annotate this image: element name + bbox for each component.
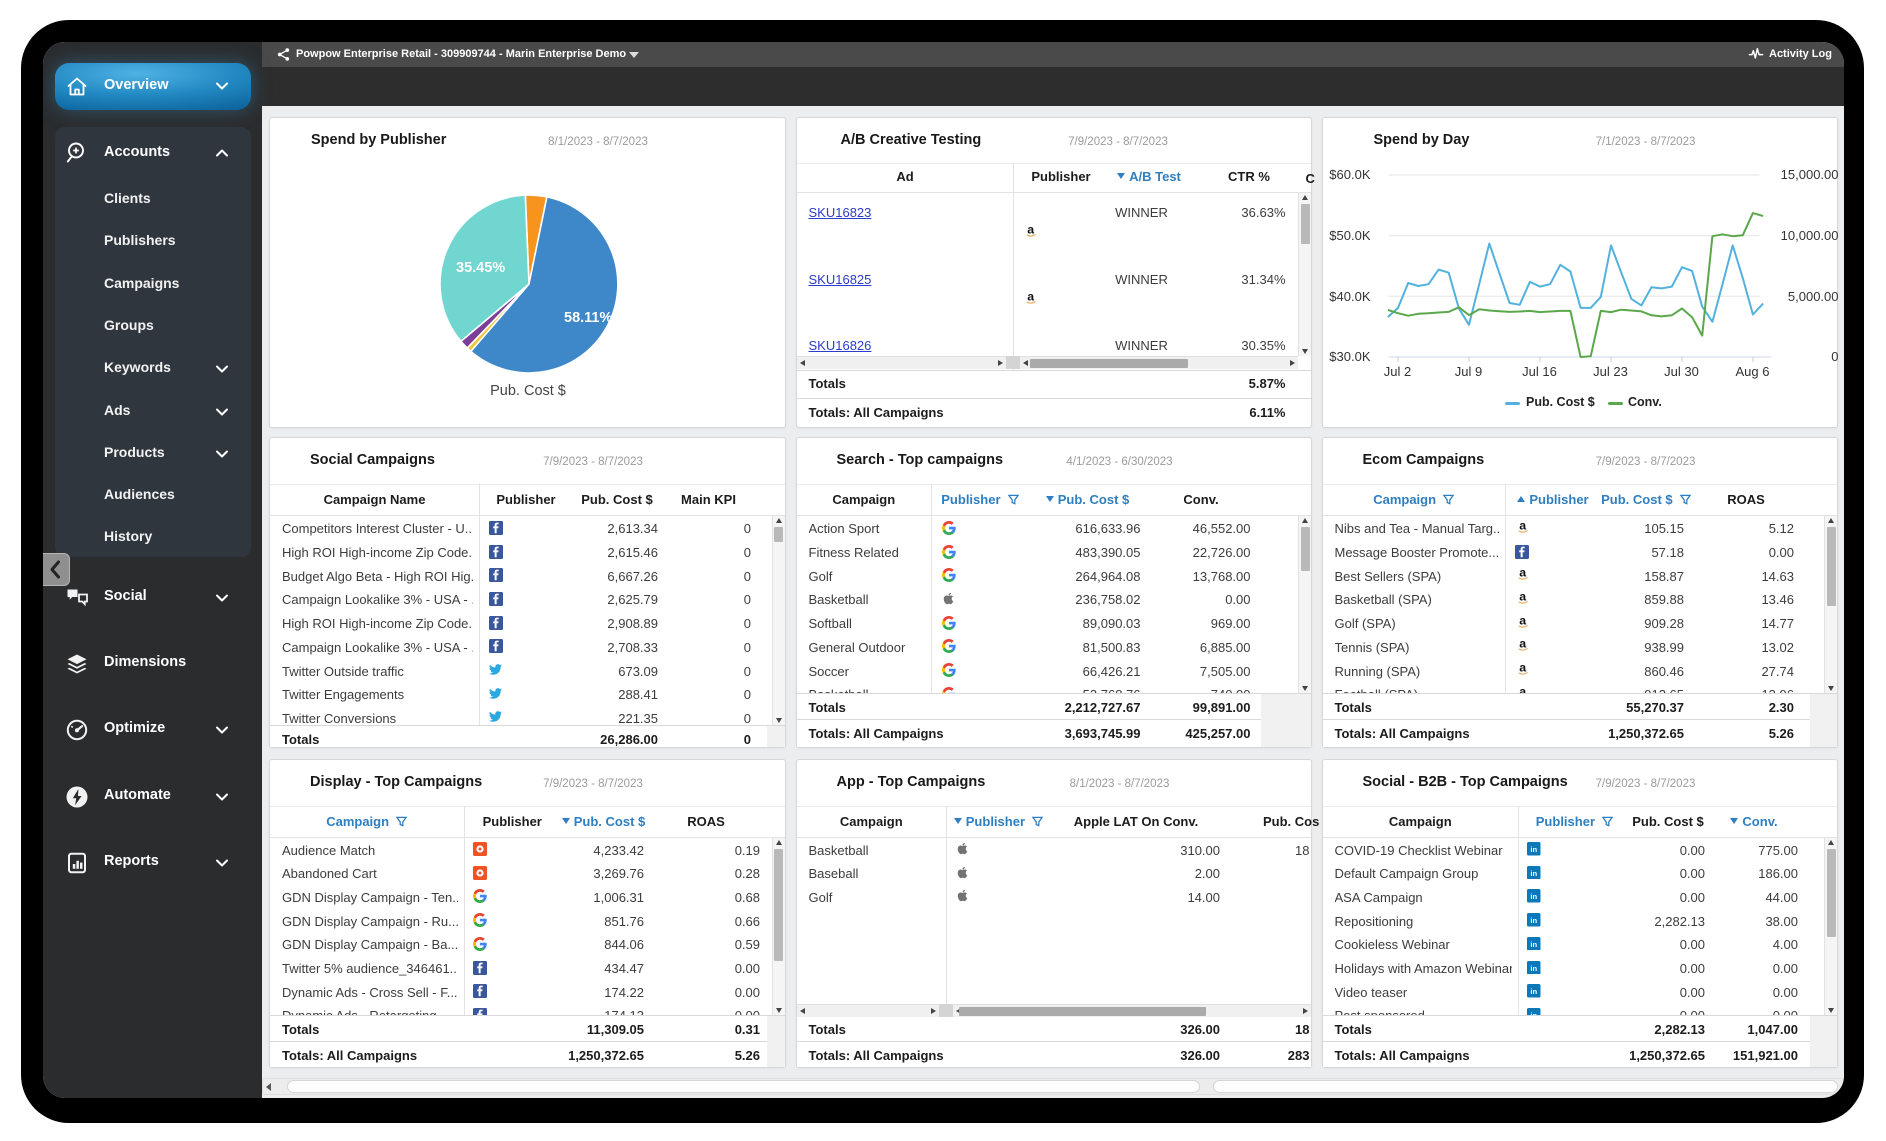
svg-text:a: a <box>1027 290 1034 303</box>
svg-text:in: in <box>1530 1011 1537 1015</box>
svg-text:a: a <box>1519 685 1526 693</box>
svg-text:in: in <box>1530 916 1537 925</box>
svg-text:a: a <box>1519 566 1526 579</box>
svg-text:in: in <box>1530 845 1537 854</box>
svg-text:a: a <box>1027 223 1034 236</box>
svg-text:a: a <box>1519 661 1526 674</box>
svg-text:a: a <box>1519 614 1526 627</box>
svg-text:a: a <box>1519 637 1526 650</box>
svg-text:a: a <box>1519 590 1526 603</box>
svg-text:a: a <box>1519 519 1526 532</box>
svg-text:in: in <box>1530 963 1537 972</box>
svg-text:in: in <box>1530 987 1537 996</box>
svg-text:in: in <box>1530 940 1537 949</box>
svg-text:in: in <box>1530 869 1537 878</box>
svg-text:in: in <box>1530 892 1537 901</box>
